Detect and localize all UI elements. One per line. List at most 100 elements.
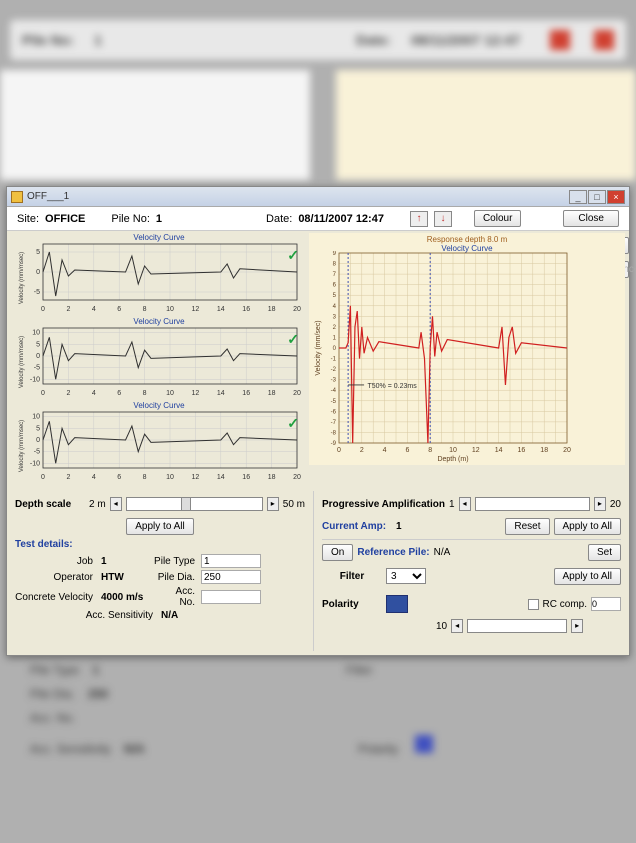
svg-text:9: 9 [333,251,337,257]
svg-text:20: 20 [563,447,571,454]
mini-chart-1[interactable]: Velocity Curve ✓ 02468101214161820-505Ve… [15,233,303,317]
depth-min: 2 m [89,499,106,510]
chart-svg: 02468101214161820-505Velocity (mm/msec) [15,242,303,314]
slider-left-button[interactable]: ◂ [451,619,463,633]
colour-button[interactable]: Colour [474,210,521,227]
site-label: Site: [17,213,39,225]
svg-text:0: 0 [41,474,45,481]
apply-all-button[interactable]: Apply to All [554,518,621,535]
pile-type-input[interactable] [201,554,261,568]
chart-title: Velocity Curve [15,233,303,242]
svg-text:20: 20 [293,390,301,397]
on-button[interactable]: On [322,544,353,561]
svg-text:6: 6 [333,283,337,289]
svg-text:18: 18 [268,306,276,313]
svg-text:20: 20 [293,474,301,481]
apply-all-button[interactable]: Apply to All [126,518,193,535]
svg-text:18: 18 [268,474,276,481]
svg-text:Velocity (mm/sec): Velocity (mm/sec) [315,320,322,375]
mini-chart-3[interactable]: Velocity Curve ✓ 02468101214161820-10-50… [15,401,303,485]
slider-right-button[interactable]: ▸ [594,497,606,511]
depth-slider[interactable] [126,497,263,511]
rc-comp-input[interactable] [591,597,621,611]
response-chart[interactable]: Response depth 8.0 m Velocity Curve 0246… [309,233,625,465]
apply-all-button[interactable]: Apply to All [554,568,621,585]
svg-text:0: 0 [36,269,40,276]
svg-text:4: 4 [92,306,96,313]
svg-text:12: 12 [192,390,200,397]
svg-text:4: 4 [92,474,96,481]
svg-text:5: 5 [36,341,40,348]
mini-chart-2[interactable]: Velocity Curve ✓ 02468101214161820-10-50… [15,317,303,401]
svg-text:16: 16 [242,390,250,397]
svg-text:4: 4 [92,390,96,397]
slider-left-button[interactable]: ◂ [459,497,471,511]
svg-text:8: 8 [143,306,147,313]
bg-date-label: Date: [356,32,391,48]
svg-text:Velocity (mm/msec): Velocity (mm/msec) [19,420,25,472]
date-value: 08/11/2007 12:47 [298,213,384,225]
rc-slider[interactable] [467,619,567,633]
main-window: OFF___1 _ □ × Site: OFFICE Pile No: 1 Da… [6,186,630,656]
concrete-vel-label: Concrete Velocity [15,592,101,603]
filter-select[interactable]: 3 [386,568,426,584]
svg-text:16: 16 [242,306,250,313]
prev-arrow-button[interactable]: ↑ [410,211,428,227]
response-title: Response depth 8.0 m [309,233,625,244]
set-button[interactable]: Set [588,544,621,561]
ref-pile-value: N/A [434,547,451,558]
svg-text:-3: -3 [331,378,337,384]
acc-no-input[interactable] [201,590,261,604]
slider-right-button[interactable]: ▸ [571,619,583,633]
svg-text:14: 14 [495,447,503,454]
chart-svg: 02468101214161820-9-8-7-6-5-4-3-2-101234… [313,251,573,463]
rc-comp-label: RC comp. [543,599,587,610]
reset-button[interactable]: Reset [505,518,549,535]
left-controls: Depth scale 2 m ◂ ▸ 50 m Apply to All Te… [7,491,313,651]
svg-text:Depth (m): Depth (m) [437,456,468,463]
svg-text:0: 0 [41,390,45,397]
svg-text:-1: -1 [331,357,337,363]
ref-pile-label: Reference Pile: [357,547,429,558]
svg-text:-10: -10 [30,460,40,467]
prog-amp-slider[interactable] [475,497,590,511]
close-button[interactable]: Close [563,210,619,227]
pile-dia-input[interactable] [201,570,261,584]
svg-text:-5: -5 [34,449,40,456]
filter-label: Filter [322,571,382,582]
polarity-button[interactable] [386,595,408,613]
slider-right-button[interactable]: ▸ [267,497,279,511]
svg-text:0: 0 [36,353,40,360]
svg-text:-5: -5 [331,399,337,405]
svg-text:20: 20 [293,306,301,313]
window-title: OFF___1 [27,191,69,202]
polarity-label: Polarity [322,599,382,610]
right-chart-panel: Accel. Difference Response depth 8.0 m V… [307,231,629,491]
check-icon: ✓ [287,331,299,348]
svg-text:8: 8 [428,447,432,454]
rc-comp-checkbox[interactable] [528,599,539,610]
pile-label: Pile No: [111,213,150,225]
right-controls: Progressive Amplification 1 ◂ ▸ 20 Curre… [313,491,629,651]
pile-value: 1 [156,213,162,225]
slider-left-button[interactable]: ◂ [110,497,122,511]
svg-text:-9: -9 [331,441,337,447]
depth-scale-label: Depth scale [15,499,85,510]
check-icon: ✓ [287,247,299,264]
next-arrow-button[interactable]: ↓ [434,211,452,227]
prog-amp-max: 20 [610,499,621,510]
titlebar[interactable]: OFF___1 _ □ × [7,187,629,207]
chart-title: Velocity Curve [15,401,303,410]
minimize-button[interactable]: _ [569,190,587,204]
close-icon[interactable]: × [607,190,625,204]
acc-no-label: Acc. No. [161,586,201,608]
svg-text:10: 10 [166,390,174,397]
maximize-button[interactable]: □ [588,190,606,204]
svg-text:Velocity (mm/msec): Velocity (mm/msec) [19,336,25,388]
svg-text:-7: -7 [331,420,337,426]
svg-text:6: 6 [405,447,409,454]
bg-pile-val: 1 [94,32,102,48]
svg-text:6: 6 [117,390,121,397]
bg-pile-label: Pile No: [22,32,74,48]
prog-amp-val: 1 [449,499,455,510]
